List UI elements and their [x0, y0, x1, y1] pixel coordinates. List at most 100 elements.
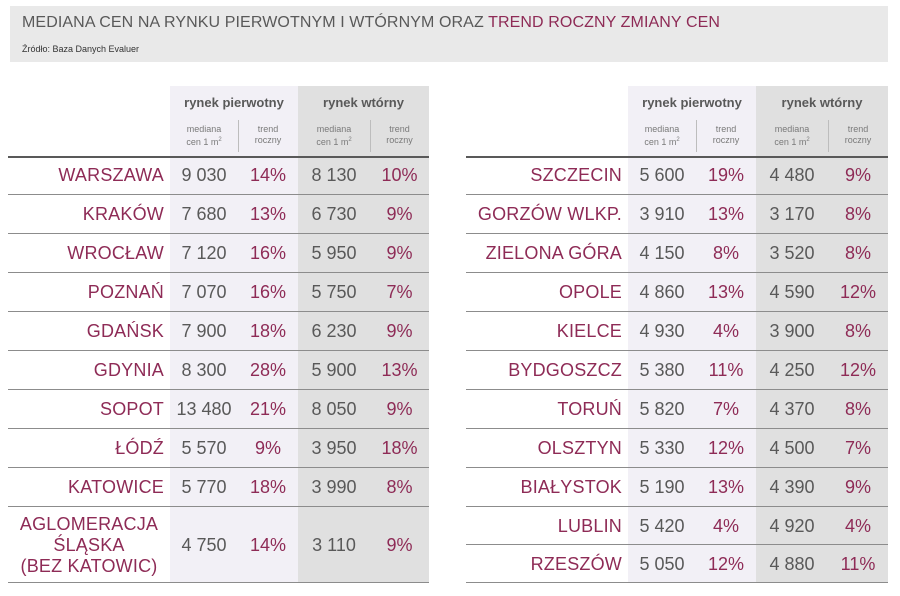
primary-trend-value: 21%	[249, 399, 287, 419]
secondary-market-header: rynek wtórny	[781, 95, 863, 110]
primary-trend-value: 11%	[708, 360, 744, 380]
primary-median-value: 7 070	[181, 282, 227, 302]
city-name: OPOLE	[558, 282, 622, 302]
city-name: POZNAŃ	[87, 282, 164, 302]
city-name: BYDGOSZCZ	[508, 360, 622, 380]
secondary-trend-value: 9%	[844, 165, 871, 185]
secondary-trend-value: 7%	[844, 438, 871, 458]
secondary-trend-value: 9%	[386, 534, 413, 555]
secondary-median-value: 4 370	[769, 399, 815, 419]
secondary-median-value: 8 130	[311, 165, 357, 185]
subheader-line: trend	[389, 124, 410, 134]
subheader-text: cen 1 m	[644, 137, 677, 147]
median-subheader: mediana cen 1 m2	[628, 124, 696, 150]
row-divider	[466, 467, 888, 468]
city-name: WROCŁAW	[67, 243, 164, 263]
page-title: MEDIANA CEN NA RYNKU PIERWOTNYM I WTÓRNY…	[22, 14, 720, 32]
table-row: KIELCE 4 930 4% 3 900 8%	[466, 312, 888, 351]
secondary-trend-value: 12%	[839, 282, 877, 302]
trend-subheader: trend roczny	[696, 124, 756, 150]
table-row: SOPOT 13 480 21% 8 050 9%	[8, 390, 429, 429]
primary-median-value: 7 900	[181, 321, 227, 341]
primary-trend-value: 9%	[254, 438, 281, 458]
city-name: GDYNIA	[93, 360, 164, 380]
subheader-line: roczny	[828, 135, 888, 146]
city-name: KATOWICE	[68, 477, 164, 497]
row-divider	[8, 389, 429, 390]
subheader-divider	[828, 120, 829, 152]
row-divider	[8, 233, 429, 234]
unit-superscript: 2	[218, 137, 222, 143]
row-divider	[466, 194, 888, 195]
table-row: TORUŃ 5 820 7% 4 370 8%	[466, 390, 888, 429]
unit-superscript: 2	[348, 137, 352, 143]
secondary-trend-value: 9%	[386, 204, 413, 224]
table-row: WROCŁAW 7 120 16% 5 950 9%	[8, 234, 429, 273]
row-divider	[8, 272, 429, 273]
primary-trend-value: 7%	[712, 399, 739, 419]
primary-market-header: rynek pierwotny	[642, 95, 742, 110]
subheader-line: trend	[715, 124, 737, 134]
median-subheader: mediana cen 1 m2	[756, 124, 828, 150]
city-name: ŁÓDŹ	[115, 438, 164, 458]
city-name: GORZÓW WLKP.	[477, 204, 622, 224]
title-main: MEDIANA CEN NA RYNKU PIERWOTNYM I WTÓRNY…	[22, 14, 489, 31]
secondary-median-value: 4 500	[769, 438, 815, 458]
price-table-left: rynek pierwotny rynek wtórny mediana cen 1 …	[8, 86, 429, 583]
median-subheader: mediana cen 1 m2	[298, 124, 370, 150]
table-row: BIAŁYSTOK 5 190 13% 4 390 9%	[466, 468, 888, 507]
secondary-median-value: 6 230	[311, 321, 357, 341]
price-table-right: rynek pierwotny rynek wtórny mediana cen 1 …	[466, 86, 888, 583]
city-name: TORUŃ	[557, 399, 622, 419]
table-row: KRAKÓW 7 680 13% 6 730 9%	[8, 195, 429, 234]
primary-trend-value: 4%	[712, 321, 739, 341]
secondary-median-value: 6 730	[311, 204, 357, 224]
subheader-line: roczny	[370, 135, 429, 146]
primary-median-value: 5 820	[639, 399, 685, 419]
row-divider	[466, 428, 888, 429]
subheader-text: roczny	[712, 135, 740, 145]
trend-subheader: trend roczny	[828, 124, 888, 150]
subheader-text: cen 1 m	[774, 137, 807, 147]
primary-trend-value: 12%	[707, 553, 745, 574]
primary-median-value: 9 030	[181, 165, 227, 185]
table-row: WARSZAWA 9 030 14% 8 130 10%	[8, 156, 429, 195]
primary-trend-value: 18%	[249, 321, 287, 341]
city-name: RZESZÓW	[530, 553, 622, 574]
city-name-line: ŚLĄSKA	[53, 534, 125, 555]
secondary-median-value: 4 390	[769, 477, 815, 497]
secondary-median-value: 4 920	[769, 515, 815, 536]
row-divider	[466, 233, 888, 234]
secondary-trend-value: 9%	[844, 477, 871, 497]
primary-trend-value: 19%	[707, 165, 745, 185]
primary-market-shade	[628, 86, 756, 583]
table-row: OPOLE 4 860 13% 4 590 12%	[466, 273, 888, 312]
median-subheader: mediana cen 1 m2	[170, 124, 238, 150]
secondary-market-shade	[298, 86, 429, 583]
secondary-trend-value: 9%	[386, 399, 413, 419]
primary-median-value: 5 600	[639, 165, 685, 185]
header-rule	[466, 156, 888, 158]
table-row: GDAŃSK 7 900 18% 6 230 9%	[8, 312, 429, 351]
primary-trend-value: 14%	[249, 165, 287, 185]
secondary-median-value: 3 110	[312, 534, 356, 555]
secondary-trend-value: 12%	[839, 360, 877, 380]
unit-superscript: 2	[676, 137, 680, 143]
primary-trend-value: 16%	[249, 243, 287, 263]
table-row: RZESZÓW 5 050 12% 4 880 11%	[466, 545, 888, 583]
secondary-median-value: 4 250	[769, 360, 815, 380]
primary-median-value: 4 150	[639, 243, 685, 263]
primary-median-value: 7 680	[181, 204, 227, 224]
primary-median-value: 8 300	[181, 360, 227, 380]
secondary-median-value: 5 900	[311, 360, 357, 380]
secondary-median-value: 4 590	[769, 282, 815, 302]
row-divider	[8, 311, 429, 312]
city-name: WARSZAWA	[58, 165, 164, 185]
secondary-median-value: 3 990	[311, 477, 357, 497]
row-divider	[466, 350, 888, 351]
secondary-median-value: 8 050	[311, 399, 357, 419]
primary-market-header: rynek pierwotny	[184, 95, 284, 110]
row-divider	[466, 389, 888, 390]
primary-trend-value: 13%	[707, 477, 745, 497]
table-row: OLSZTYN 5 330 12% 4 500 7%	[466, 429, 888, 468]
